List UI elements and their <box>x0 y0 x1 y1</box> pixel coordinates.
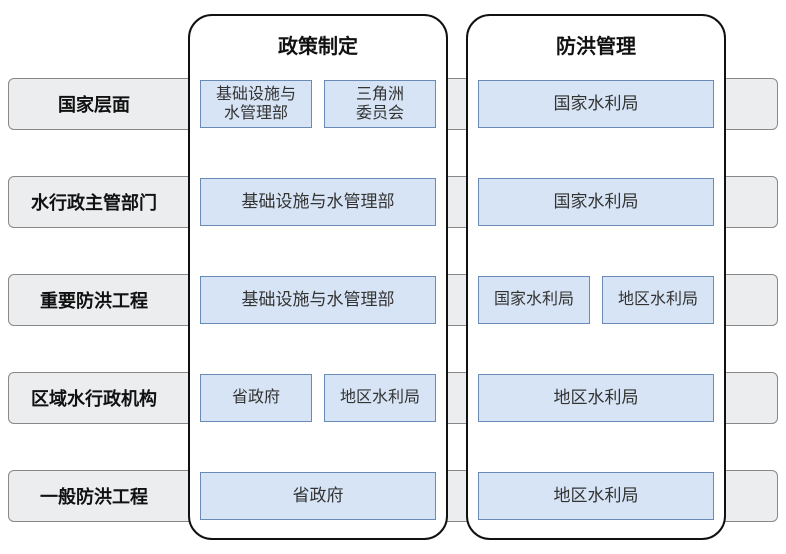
cell-policy-r0-left: 基础设施与 水管理部 <box>200 80 312 128</box>
row-label-major-flood: 重要防洪工程 <box>16 274 172 326</box>
cell-flood-r1: 国家水利局 <box>478 178 714 226</box>
cell-flood-r3: 地区水利局 <box>478 374 714 422</box>
cell-policy-r4: 省政府 <box>200 472 436 520</box>
cell-flood-r4: 地区水利局 <box>478 472 714 520</box>
column-header-flood: 防洪管理 <box>468 30 724 59</box>
cell-flood-r0: 国家水利局 <box>478 80 714 128</box>
cell-policy-r3-left: 省政府 <box>200 374 312 422</box>
column-header-policy: 政策制定 <box>190 30 446 59</box>
row-label-general-flood: 一般防洪工程 <box>16 470 172 522</box>
cell-policy-r0-right: 三角洲 委员会 <box>324 80 436 128</box>
cell-policy-r1: 基础设施与水管理部 <box>200 178 436 226</box>
row-label-authority: 水行政主管部门 <box>16 176 172 228</box>
row-label-regional: 区域水行政机构 <box>16 372 172 424</box>
cell-policy-r3-right: 地区水利局 <box>324 374 436 422</box>
cell-flood-r2-right: 地区水利局 <box>602 276 714 324</box>
cell-policy-r2: 基础设施与水管理部 <box>200 276 436 324</box>
cell-flood-r2-left: 国家水利局 <box>478 276 590 324</box>
row-label-national: 国家层面 <box>16 78 172 130</box>
